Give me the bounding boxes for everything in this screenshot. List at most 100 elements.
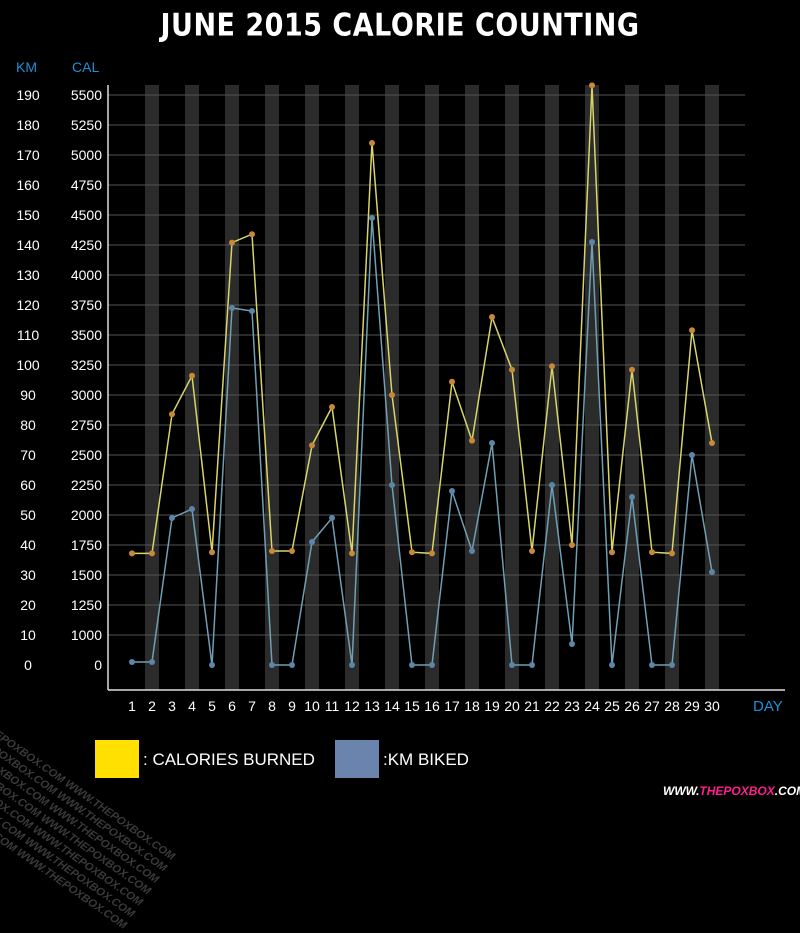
axis-label-cal: CAL [72,59,99,75]
point-km-day-11 [329,515,335,521]
x-tick-label: 4 [188,698,196,714]
point-km-day-2 [149,659,155,665]
cal-tick-label: 5250 [71,117,102,133]
x-tick-label: 14 [384,698,400,714]
point-km-day-29 [689,452,695,458]
point-km-day-6 [229,305,235,311]
cal-tick-label: 4750 [71,177,102,193]
point-km-day-4 [189,506,195,512]
point-km-day-23 [569,641,575,647]
point-calories-day-12 [349,550,355,557]
x-tick-label: 10 [304,698,320,714]
point-calories-day-11 [329,404,335,410]
cal-tick-label: 2000 [71,507,102,523]
point-calories-day-1 [129,550,135,557]
x-tick-label: 24 [584,698,600,714]
km-tick-label: 10 [20,627,36,643]
point-calories-day-23 [569,542,575,548]
band-day-20 [505,85,519,690]
axis-label-km: KM [16,59,37,75]
point-calories-day-29 [689,327,695,334]
x-tick-label: 29 [684,698,700,714]
x-tick-label: 8 [268,698,276,714]
point-calories-day-26 [629,366,635,373]
x-tick-label: 7 [248,698,256,714]
cal-tick-label: 1750 [71,537,102,553]
x-tick-label: 28 [664,698,680,714]
band-day-28 [665,85,679,690]
x-tick-label: 17 [444,698,460,714]
band-day-18 [465,85,479,690]
cal-tick-label: 0 [94,657,102,673]
point-km-day-17 [449,488,455,494]
point-calories-day-13 [369,140,375,146]
point-km-day-28 [669,662,675,668]
point-calories-day-30 [709,440,715,446]
band-day-12 [345,85,359,690]
cal-tick-label: 4250 [71,237,102,253]
point-calories-day-10 [309,442,315,449]
band-day-30 [705,85,719,690]
cal-tick-label: 2500 [71,447,102,463]
point-km-day-30 [709,569,715,575]
km-tick-label: 30 [20,567,36,583]
band-day-16 [425,85,439,690]
cal-tick-label: 5000 [71,147,102,163]
point-km-day-1 [129,659,135,665]
legend-label-calories: : CALORIES BURNED [143,750,315,769]
km-tick-label: 120 [16,297,40,313]
km-tick-label: 140 [16,237,40,253]
point-km-day-5 [209,662,215,668]
point-calories-day-20 [509,366,515,373]
point-calories-day-24 [589,82,595,89]
x-tick-label: 26 [624,698,640,714]
point-km-day-8 [269,662,275,668]
km-tick-label: 160 [16,177,40,193]
brand-url[interactable]: WWW.THEPOXBOX.COM [663,784,800,798]
point-km-day-21 [529,662,535,668]
km-tick-label: 110 [17,327,40,343]
point-km-day-26 [629,494,635,500]
series-line-km [132,217,713,666]
km-tick-label: 0 [24,657,32,673]
km-tick-label: 130 [16,267,40,283]
cal-tick-label: 2250 [71,477,102,493]
x-tick-label: 27 [644,698,660,714]
point-km-day-27 [649,662,655,668]
km-tick-label: 40 [20,537,36,553]
chart-title: JUNE 2015 CALORIE COUNTING [160,7,640,44]
brand-prefix: WWW. [663,784,700,798]
band-day-10 [305,85,319,690]
brand-suffix: .COM [774,784,800,798]
cal-tick-label: 4500 [71,207,102,223]
cal-tick-label: 2750 [71,417,102,433]
km-tick-label: 50 [20,507,36,523]
x-axis-label-day: DAY [753,698,783,715]
legend-swatch-km [335,740,379,778]
x-tick-label: 30 [704,698,720,714]
point-calories-day-15 [409,549,415,556]
km-tick-label: 70 [20,447,36,463]
x-tick-label: 3 [168,698,176,714]
km-tick-label: 170 [16,147,40,163]
band-day-6 [225,85,239,690]
x-tick-label: 25 [604,698,620,714]
point-calories-day-2 [149,550,155,557]
point-calories-day-22 [549,363,555,370]
point-calories-day-8 [269,548,275,554]
point-calories-day-19 [489,314,495,320]
point-calories-day-9 [289,548,295,554]
x-tick-label: 13 [364,698,380,714]
chart-canvas: KM CALDAY01000125015001750200022502500275… [16,59,785,715]
point-km-day-10 [309,539,315,545]
point-calories-day-14 [389,392,395,398]
band-day-22 [545,85,559,690]
point-calories-day-27 [649,549,655,556]
km-tick-label: 190 [16,87,40,103]
x-tick-label: 21 [524,698,540,714]
km-tick-label: 100 [16,357,40,373]
band-day-2 [145,85,159,690]
km-tick-label: 150 [16,207,40,223]
series-line-calories [132,85,713,555]
x-tick-label: 5 [208,698,216,714]
